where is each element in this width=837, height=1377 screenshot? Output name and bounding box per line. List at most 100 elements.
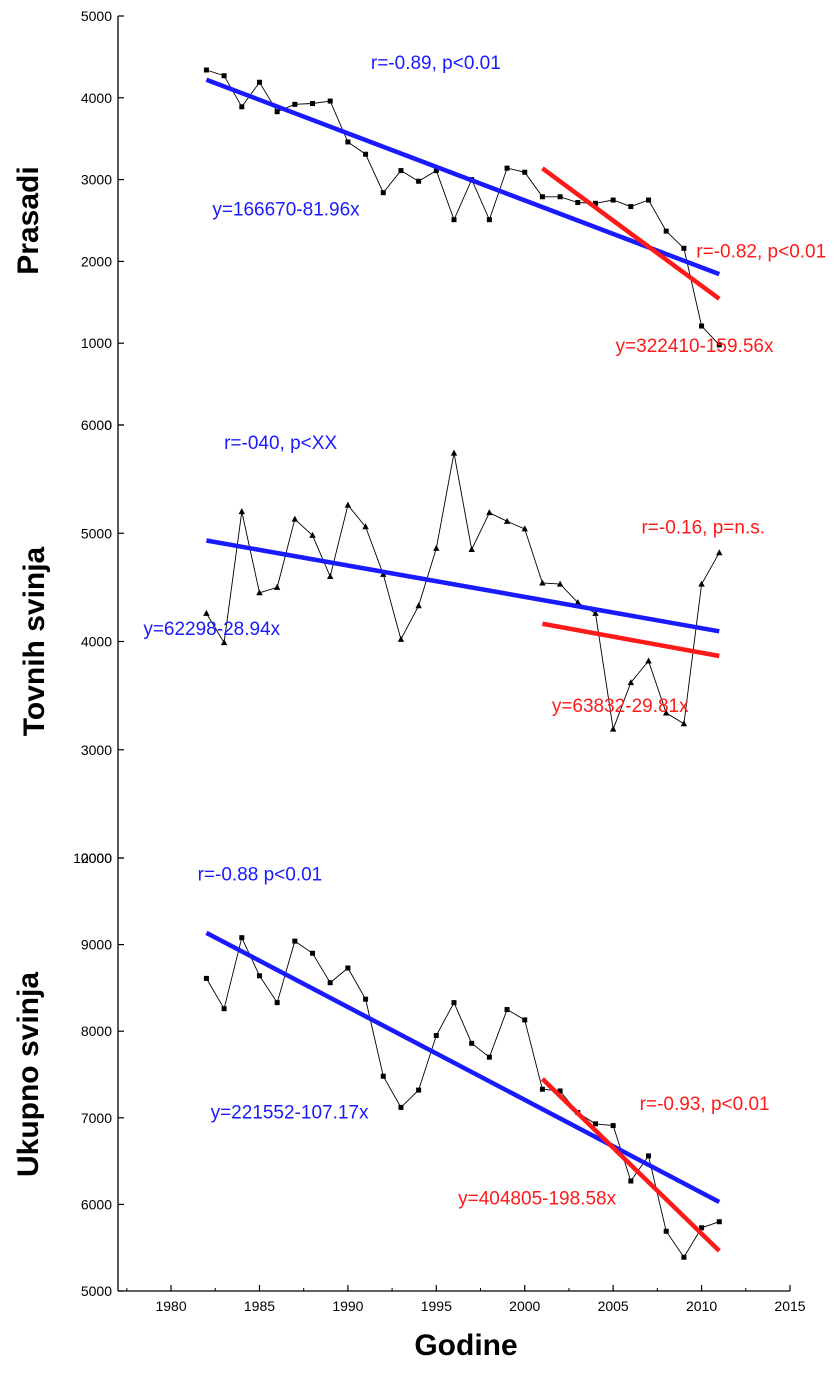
data-point <box>450 449 458 456</box>
equation-annotation: y=63832-29.81x <box>552 696 689 717</box>
correlation-annotation: r=-040, p<XX <box>224 433 337 454</box>
trend-line-all-years <box>205 930 721 1204</box>
x-tick-label: 2000 <box>509 1298 540 1314</box>
y-tick-label: 2000 <box>81 253 112 269</box>
data-point <box>327 980 333 986</box>
y-axis-title: Prasadi <box>12 166 45 274</box>
correlation-annotation: r=-0.16, p=n.s. <box>641 517 765 538</box>
trend-line-all-years <box>205 77 721 277</box>
y-tick-label: 5000 <box>81 1283 112 1299</box>
x-tick-label: 1985 <box>244 1298 275 1314</box>
equation-annotation: y=404805-198.58x <box>458 1188 616 1209</box>
y-tick-label: 4000 <box>81 634 112 650</box>
data-point <box>486 1054 492 1060</box>
data-point <box>327 98 333 104</box>
data-point <box>433 168 439 174</box>
y-tick-label: 6000 <box>81 417 112 433</box>
data-point <box>398 168 404 174</box>
y-tick-label: 3000 <box>81 742 112 758</box>
data-point <box>416 1087 422 1093</box>
data-point <box>504 165 510 171</box>
data-point <box>345 139 351 145</box>
data-point <box>486 217 492 223</box>
data-point <box>556 580 564 587</box>
data-point <box>610 1123 616 1129</box>
data-point <box>646 197 652 203</box>
x-axis-title: Godine <box>414 1329 517 1362</box>
data-point <box>451 1000 457 1006</box>
data-point <box>292 938 298 944</box>
y-tick-label: 4000 <box>81 90 112 106</box>
data-point <box>468 545 475 552</box>
data-point <box>575 200 581 206</box>
trend-line-recent <box>540 1077 721 1253</box>
data-point <box>203 975 209 981</box>
data-point <box>698 580 705 587</box>
data-point <box>221 73 227 79</box>
data-point <box>522 169 528 175</box>
data-point <box>256 589 263 596</box>
y-tick-label: 5000 <box>81 525 112 541</box>
data-point <box>398 1104 404 1110</box>
equation-annotation: y=322410-159.56x <box>616 336 774 357</box>
data-point <box>469 1040 475 1046</box>
data-point <box>363 151 369 157</box>
data-point <box>504 1007 510 1013</box>
trend-line-recent <box>541 166 721 301</box>
data-point <box>716 549 723 556</box>
x-tick-label: 1980 <box>155 1298 186 1314</box>
data-point <box>380 1073 386 1079</box>
y-tick-label: 1000 <box>81 335 112 351</box>
y-tick-label: 7000 <box>81 1110 112 1126</box>
data-point <box>681 1254 687 1260</box>
data-point <box>716 342 722 348</box>
data-point <box>557 194 563 200</box>
correlation-annotation: r=-0.89, p<0.01 <box>371 53 501 74</box>
y-tick-label: 8000 <box>81 1023 112 1039</box>
data-point <box>380 190 386 196</box>
trend-line-all-years <box>206 538 720 634</box>
data-point <box>628 1178 634 1184</box>
x-tick-label: 2015 <box>774 1298 805 1314</box>
data-point <box>451 217 457 223</box>
correlation-annotation: r=-0.88 p<0.01 <box>198 865 323 886</box>
y-tick-label: 5000 <box>81 8 112 24</box>
y-tick-label: 6000 <box>81 1196 112 1212</box>
equation-annotation: y=62298-28.94x <box>143 619 280 640</box>
data-point <box>699 1225 705 1231</box>
data-point <box>645 657 652 664</box>
data-point <box>699 323 705 329</box>
data-point <box>239 935 245 941</box>
data-series-line <box>206 453 720 731</box>
data-point <box>522 1017 528 1023</box>
data-point <box>416 178 422 184</box>
data-point <box>256 973 262 979</box>
data-point <box>503 517 511 524</box>
data-point <box>592 200 598 206</box>
data-point <box>344 501 352 508</box>
data-point <box>220 639 228 646</box>
x-tick-label: 2010 <box>686 1298 717 1314</box>
data-point <box>663 709 670 716</box>
data-point <box>610 197 616 203</box>
correlation-annotation: r=-0.93, p<0.01 <box>640 1094 770 1115</box>
y-tick-label: 9000 <box>81 937 112 953</box>
y-tick-label: 10000 <box>73 850 112 866</box>
data-point <box>362 523 369 530</box>
data-point <box>291 515 299 522</box>
data-point <box>433 544 440 551</box>
data-point <box>628 204 634 210</box>
data-point <box>716 1219 722 1225</box>
data-point <box>592 1121 598 1127</box>
data-point <box>539 579 546 586</box>
data-point <box>274 1000 280 1006</box>
data-point <box>680 720 688 727</box>
y-tick-label: 3000 <box>81 172 112 188</box>
data-point <box>539 194 545 200</box>
data-point <box>203 67 209 73</box>
data-point <box>486 509 493 516</box>
data-point <box>273 583 281 590</box>
data-point <box>539 1086 545 1092</box>
data-point <box>627 679 635 686</box>
